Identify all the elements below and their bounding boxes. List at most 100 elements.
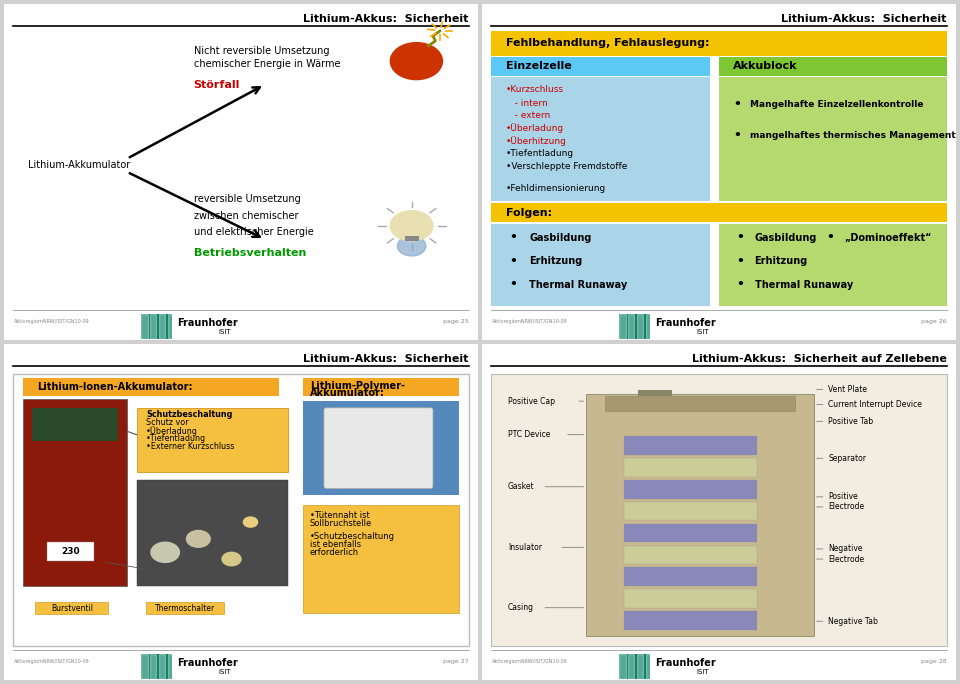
FancyBboxPatch shape [619,314,650,339]
Polygon shape [168,314,174,339]
Text: page 25: page 25 [443,319,468,324]
Text: Electrode: Electrode [828,555,864,564]
FancyBboxPatch shape [146,602,225,614]
FancyBboxPatch shape [624,611,756,629]
Text: und elektrischer Energie: und elektrischer Energie [194,228,313,237]
FancyBboxPatch shape [324,408,433,488]
Text: AktivregiomNRW/ISIT/GN10-09: AktivregiomNRW/ISIT/GN10-09 [492,319,567,324]
Text: Lithium-Akkus:  Sicherheit: Lithium-Akkus: Sicherheit [781,14,947,24]
Text: Current Interrupt Device: Current Interrupt Device [828,400,922,409]
FancyBboxPatch shape [23,378,279,396]
Text: •: • [509,278,516,291]
Text: Fraunhofer: Fraunhofer [655,318,716,328]
Text: 230: 230 [61,547,80,556]
Text: ISIT: ISIT [218,329,230,335]
Text: Betriebsverhalten: Betriebsverhalten [194,248,306,258]
Polygon shape [619,314,626,339]
Polygon shape [637,654,643,679]
Text: •Verschleppte Fremdstoffe: •Verschleppte Fremdstoffe [506,162,627,171]
FancyBboxPatch shape [492,77,709,200]
Text: •: • [733,98,741,111]
Text: Electrode: Electrode [828,503,864,512]
FancyBboxPatch shape [605,396,795,411]
Circle shape [244,517,257,527]
Text: PTC Device: PTC Device [508,430,550,439]
Text: reversible Umsetzung: reversible Umsetzung [194,194,300,204]
FancyBboxPatch shape [587,395,814,636]
Text: ISIT: ISIT [218,669,230,675]
Text: chemischer Energie in Wärme: chemischer Energie in Wärme [194,60,340,70]
Text: Folgen:: Folgen: [506,208,552,218]
Text: •Überhitzung: •Überhitzung [506,136,566,146]
Text: Negative Tab: Negative Tab [828,617,877,626]
FancyBboxPatch shape [492,31,947,56]
FancyBboxPatch shape [624,568,756,586]
Polygon shape [151,314,156,339]
Text: Einzelzelle: Einzelzelle [506,62,571,72]
Text: •: • [736,231,744,244]
Text: •Tütennaht ist: •Tütennaht ist [310,511,370,520]
Text: Schutz vor: Schutz vor [146,418,189,427]
Text: Gasbildung: Gasbildung [755,233,817,243]
Text: Sollbruchstelle: Sollbruchstelle [310,519,372,528]
FancyBboxPatch shape [624,480,756,499]
Polygon shape [619,654,626,679]
Text: Separator: Separator [828,453,866,463]
Text: •Schutzbeschaltung: •Schutzbeschaltung [310,531,395,540]
Text: page 27: page 27 [443,659,468,664]
FancyBboxPatch shape [624,458,756,477]
FancyBboxPatch shape [302,505,459,613]
Polygon shape [168,654,174,679]
Text: Fehlbehandlung, Fehlauslegung:: Fehlbehandlung, Fehlauslegung: [506,38,709,49]
Polygon shape [159,314,165,339]
FancyBboxPatch shape [492,57,709,76]
FancyBboxPatch shape [23,399,128,586]
Text: •Fehldimensionierung: •Fehldimensionierung [506,183,606,193]
Text: ISIT: ISIT [696,329,708,335]
FancyBboxPatch shape [619,654,650,679]
Text: Lithium-Akkumulator: Lithium-Akkumulator [28,160,130,170]
FancyBboxPatch shape [302,378,459,396]
Text: ist ebenfalls: ist ebenfalls [310,540,361,549]
FancyBboxPatch shape [33,408,118,441]
Text: •: • [733,129,741,142]
Text: •: • [736,254,744,267]
FancyBboxPatch shape [719,57,947,76]
FancyBboxPatch shape [638,390,672,396]
Text: •Tiefentladung: •Tiefentladung [146,434,206,443]
Text: Erhitzung: Erhitzung [755,256,807,266]
Polygon shape [637,314,643,339]
Circle shape [222,552,241,566]
Text: Fraunhofer: Fraunhofer [655,658,716,668]
Text: Burstventil: Burstventil [51,603,93,613]
Text: Lithium-Akkus:  Sicherheit: Lithium-Akkus: Sicherheit [303,14,468,24]
Polygon shape [646,314,652,339]
Circle shape [397,236,426,256]
Text: Positive: Positive [828,492,858,501]
Text: Fraunhofer: Fraunhofer [177,318,238,328]
Polygon shape [159,654,165,679]
FancyBboxPatch shape [404,236,419,241]
FancyBboxPatch shape [136,480,288,586]
FancyBboxPatch shape [47,542,94,561]
FancyBboxPatch shape [624,590,756,608]
Text: Gasket: Gasket [508,482,535,491]
Text: Vent Plate: Vent Plate [828,385,867,394]
Text: Nicht reversible Umsetzung: Nicht reversible Umsetzung [194,46,329,56]
Text: Störfall: Störfall [194,79,240,90]
FancyBboxPatch shape [13,374,468,646]
Text: Gasbildung: Gasbildung [529,233,591,243]
Text: page 28: page 28 [921,659,947,664]
FancyBboxPatch shape [35,602,108,614]
FancyBboxPatch shape [492,203,947,222]
Text: mangelhaftes thermisches Management: mangelhaftes thermisches Management [750,131,955,140]
Text: •Tiefentladung: •Tiefentladung [506,149,574,159]
Text: •Überladung: •Überladung [146,425,198,436]
FancyBboxPatch shape [136,408,288,472]
Circle shape [151,542,180,562]
Text: Thermal Runaway: Thermal Runaway [529,280,628,289]
FancyBboxPatch shape [624,436,756,455]
Text: - extern: - extern [506,111,550,120]
Circle shape [391,211,433,241]
Text: Lithium-Polymer-: Lithium-Polymer- [310,382,405,391]
